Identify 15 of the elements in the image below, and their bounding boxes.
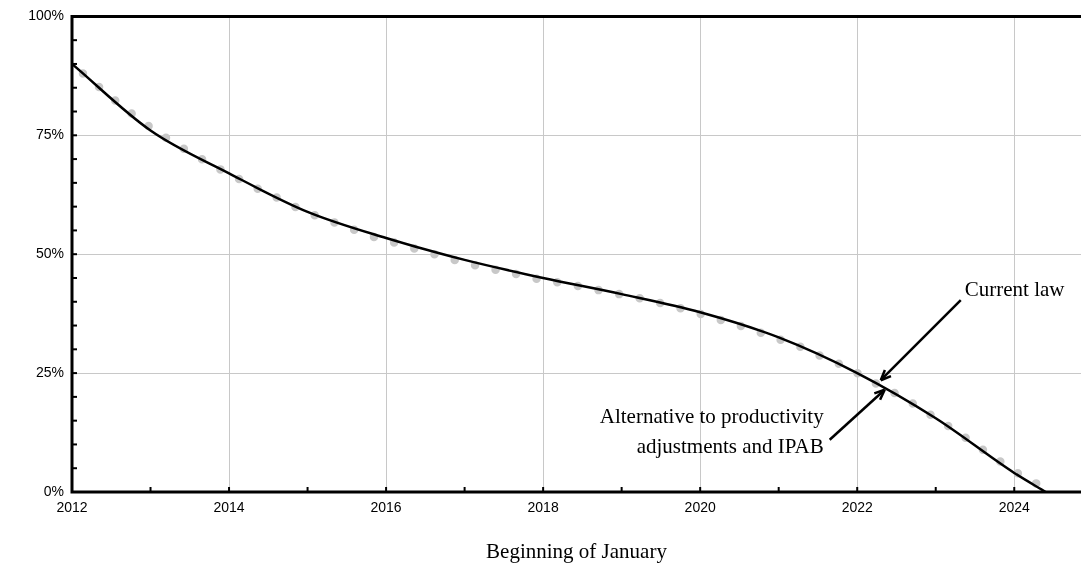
x-tick-label: 2020 [684, 499, 716, 516]
y-tick-label: 25% [35, 363, 64, 380]
annotation: Alternative to productivity adjustments and IPAB [599, 404, 825, 459]
x-tick-label: 2012 [56, 499, 88, 516]
x-tick-label: 2018 [527, 499, 559, 516]
annotation: Current law [964, 276, 1066, 301]
y-tick-label: 75% [35, 126, 64, 143]
x-tick-label: 2014 [213, 499, 245, 516]
y-tick-label: 100% [28, 7, 64, 24]
x-tick-label: 2024 [998, 499, 1031, 516]
y-tick-label: 0% [43, 482, 64, 499]
x-tick-label: 2016 [370, 499, 402, 516]
x-axis-title: Beginning of January [486, 538, 668, 563]
y-tick-label: 50% [35, 245, 64, 262]
x-tick-label: 2022 [841, 499, 873, 516]
